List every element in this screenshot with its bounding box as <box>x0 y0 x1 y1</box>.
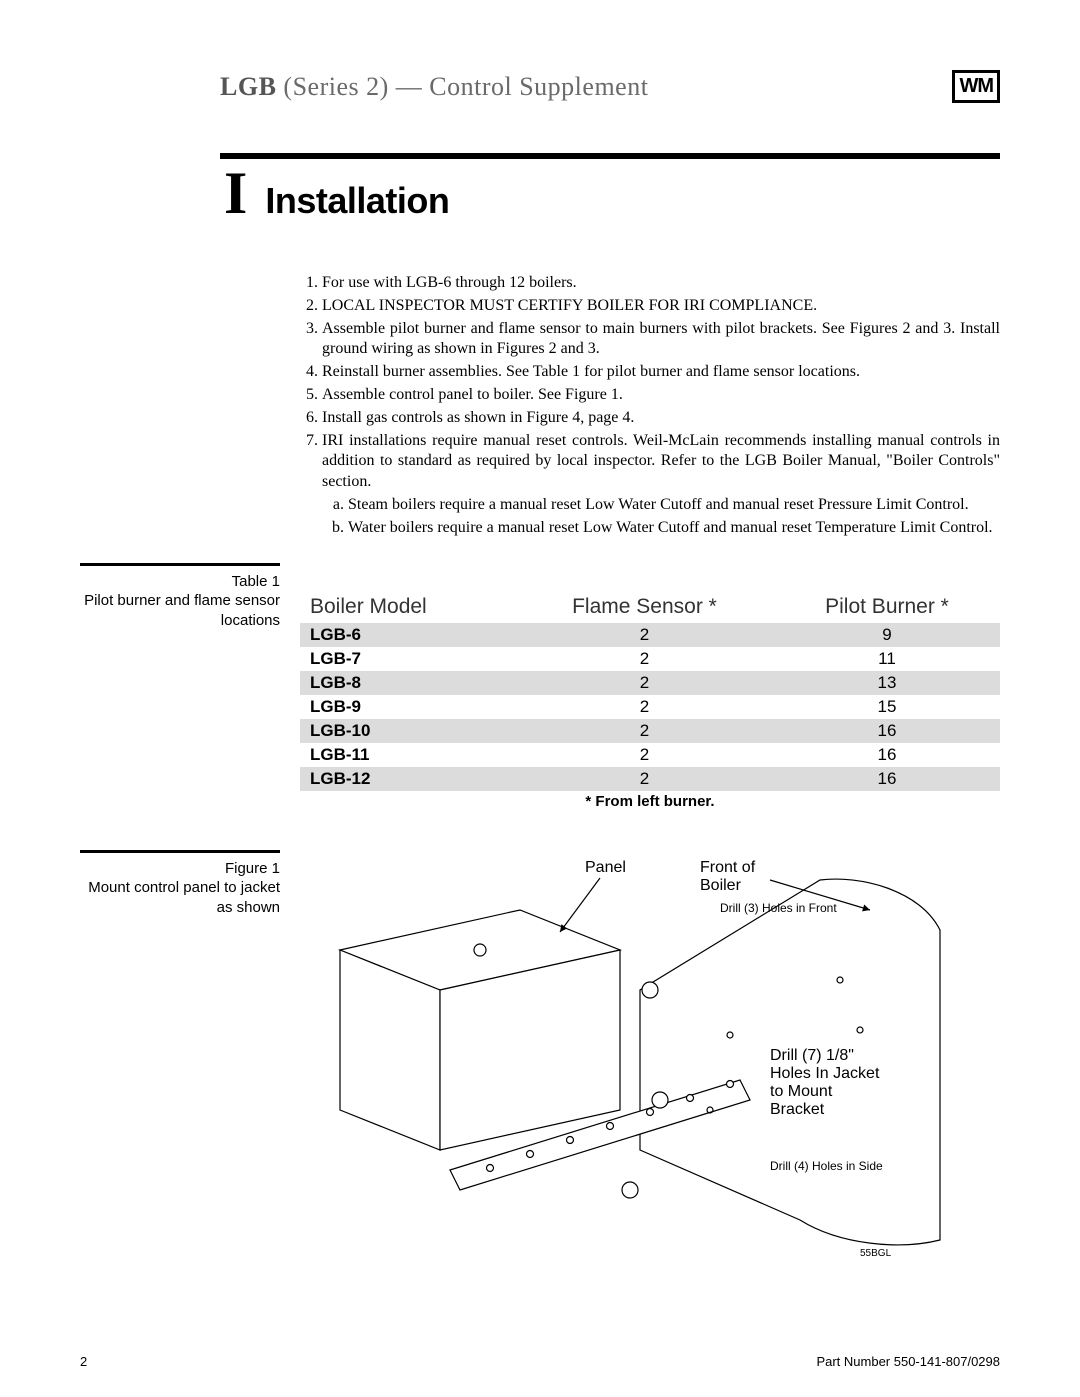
svg-text:Boiler: Boiler <box>700 877 742 894</box>
substep-item: Water boilers require a manual reset Low… <box>348 518 1000 539</box>
svg-text:to Mount: to Mount <box>770 1083 833 1100</box>
step-item: For use with LGB-6 through 12 boilers. <box>322 273 1000 294</box>
part-number: Part Number 550-141-807/0298 <box>816 1354 1000 1369</box>
series-subtitle: (Series 2) — Control Supplement <box>283 72 648 101</box>
table-row: LGB-12216 <box>300 767 1000 791</box>
table1-footnote: * From left burner. <box>300 791 1000 810</box>
svg-text:Front of: Front of <box>700 859 756 876</box>
step-item: Assemble pilot burner and flame sensor t… <box>322 319 1000 361</box>
table-row: LGB-11216 <box>300 743 1000 767</box>
product-name: LGB <box>220 72 276 101</box>
svg-text:Panel: Panel <box>585 859 626 876</box>
table-header-cell: Boiler Model <box>300 591 515 623</box>
table-row: LGB-7211 <box>300 647 1000 671</box>
figure1-caption: Figure 1 Mount control panel to jacket a… <box>80 850 280 918</box>
section-number: I <box>224 163 247 223</box>
svg-text:Drill (3) Holes in Front: Drill (3) Holes in Front <box>720 901 837 915</box>
table-row: LGB-9215 <box>300 695 1000 719</box>
doc-title: LGB (Series 2) — Control Supplement <box>220 72 648 102</box>
table-row: LGB-10216 <box>300 719 1000 743</box>
svg-text:Bracket: Bracket <box>770 1101 825 1118</box>
figure1-diagram: Panel Front ofBoiler Drill (3) Holes in Fr… <box>300 850 980 1270</box>
table1-caption: Table 1 Pilot burner and flame sensor lo… <box>80 563 280 631</box>
step-item: Reinstall burner assemblies. See Table 1… <box>322 362 1000 383</box>
page-number: 2 <box>80 1354 87 1369</box>
section-title: Installation <box>265 180 449 222</box>
step-item: IRI installations require manual reset c… <box>322 431 1000 539</box>
table-row: LGB-629 <box>300 623 1000 647</box>
svg-text:Drill (4) Holes in Side: Drill (4) Holes in Side <box>770 1159 883 1173</box>
step-item: Install gas controls as shown in Figure … <box>322 408 1000 429</box>
section-rule <box>220 153 1000 159</box>
table-header-cell: Pilot Burner * <box>774 591 1000 623</box>
substep-item: Steam boilers require a manual reset Low… <box>348 495 1000 516</box>
table-row: LGB-8213 <box>300 671 1000 695</box>
step-item: Assemble control panel to boiler. See Fi… <box>322 385 1000 406</box>
brand-logo: WM <box>952 70 1000 103</box>
svg-text:Holes In Jacket: Holes In Jacket <box>770 1065 880 1082</box>
installation-steps: For use with LGB-6 through 12 boilers.LO… <box>300 273 1000 539</box>
svg-text:Drill (7) 1/8": Drill (7) 1/8" <box>770 1047 854 1064</box>
step-item: LOCAL INSPECTOR MUST CERTIFY BOILER FOR … <box>322 296 1000 317</box>
table-header-cell: Flame Sensor * <box>515 591 774 623</box>
svg-text:55BGL: 55BGL <box>860 1248 892 1259</box>
table-pilot-burner-locations: Boiler ModelFlame Sensor *Pilot Burner *… <box>300 591 1000 791</box>
